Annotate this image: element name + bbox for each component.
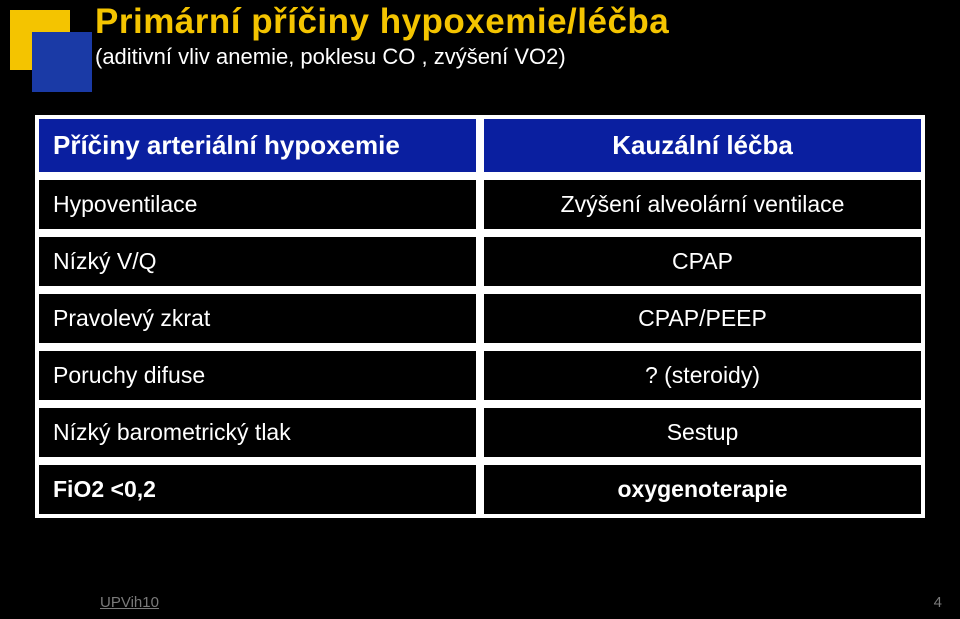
table-cell-cause: Nízký V/Q [35, 233, 480, 290]
table-cell-cause: Hypoventilace [35, 176, 480, 233]
slide-subtitle: (aditivní vliv anemie, poklesu CO , zvýš… [95, 44, 940, 70]
table-header-causes: Příčiny arteriální hypoxemie [35, 115, 480, 176]
table-cell-treatment: CPAP [480, 233, 925, 290]
footer-code: UPVih10 [100, 594, 159, 611]
table-cell-treatment: Zvýšení alveolární ventilace [480, 176, 925, 233]
corner-square-blue [32, 32, 92, 92]
table-row: Pravolevý zkrat CPAP/PEEP [35, 290, 925, 347]
table-cell-treatment: ? (steroidy) [480, 347, 925, 404]
table-row: Nízký V/Q CPAP [35, 233, 925, 290]
table-cell-treatment: Sestup [480, 404, 925, 461]
table-row: FiO2 <0,2 oxygenoterapie [35, 461, 925, 518]
table-cell-cause: Pravolevý zkrat [35, 290, 480, 347]
table-row: Hypoventilace Zvýšení alveolární ventila… [35, 176, 925, 233]
causes-table: Příčiny arteriální hypoxemie Kauzální lé… [35, 115, 925, 518]
table-cell-cause: Poruchy difuse [35, 347, 480, 404]
table-cell-cause: Nízký barometrický tlak [35, 404, 480, 461]
slide-title: Primární příčiny hypoxemie/léčba [95, 2, 940, 42]
table-header-row: Příčiny arteriální hypoxemie Kauzální lé… [35, 115, 925, 176]
table-cell-treatment: oxygenoterapie [480, 461, 925, 518]
slide-number: 4 [934, 594, 942, 611]
heading-block: Primární příčiny hypoxemie/léčba (aditiv… [95, 2, 940, 70]
table-row: Poruchy difuse ? (steroidy) [35, 347, 925, 404]
table-cell-treatment: CPAP/PEEP [480, 290, 925, 347]
table-header-treatment: Kauzální léčba [480, 115, 925, 176]
table-cell-cause: FiO2 <0,2 [35, 461, 480, 518]
table-row: Nízký barometrický tlak Sestup [35, 404, 925, 461]
